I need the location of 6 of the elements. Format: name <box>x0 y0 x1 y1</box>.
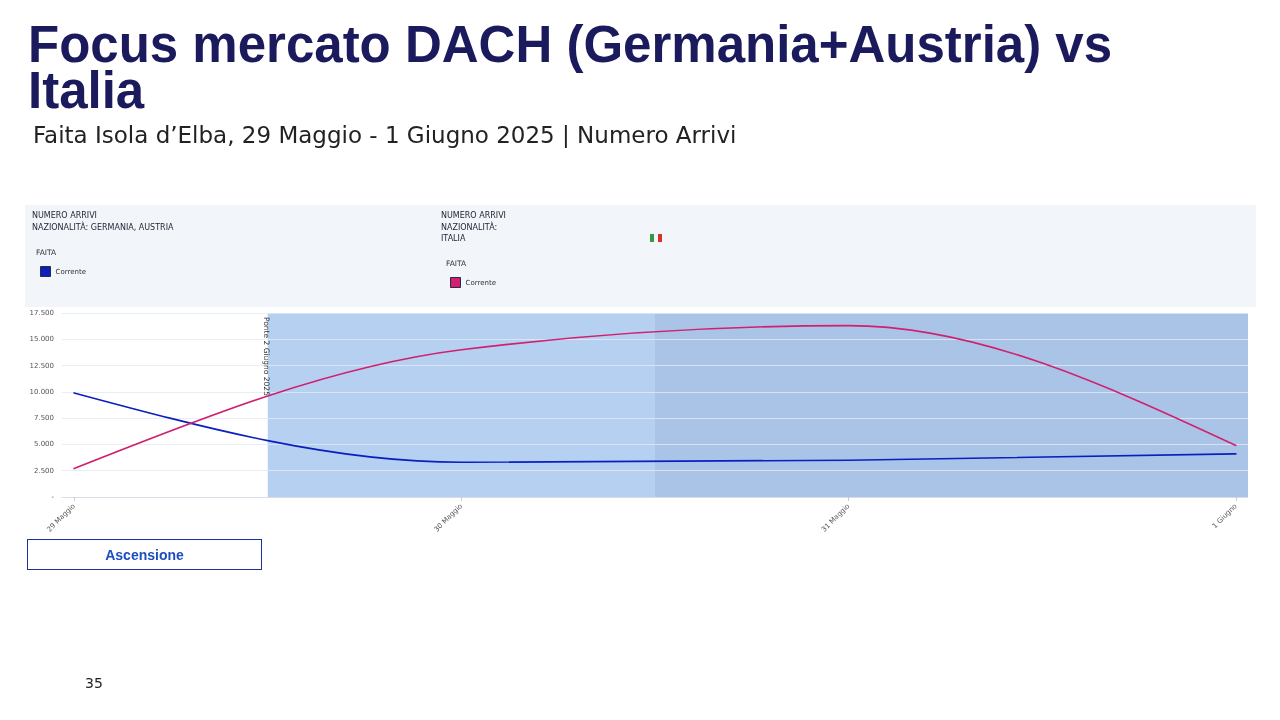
text: NUMERO ARRIVI NAZIONALITÀ: GERMANIA, AUSTRIA <box>32 210 174 233</box>
button: Ascensione <box>27 539 262 570</box>
chart-title: Focus mercato DACH (Germania+Austria) vs Italia <box>28 16 1114 119</box>
text: NUMERO ARRIVI NAZIONALITÀ: ITALIA <box>441 210 506 245</box>
text: 35 <box>85 675 103 691</box>
chart-subtitle: Faita Isola d’Elba, 29 Maggio - 1 Giugno 2025 | Numero Arrivi <box>33 121 737 149</box>
